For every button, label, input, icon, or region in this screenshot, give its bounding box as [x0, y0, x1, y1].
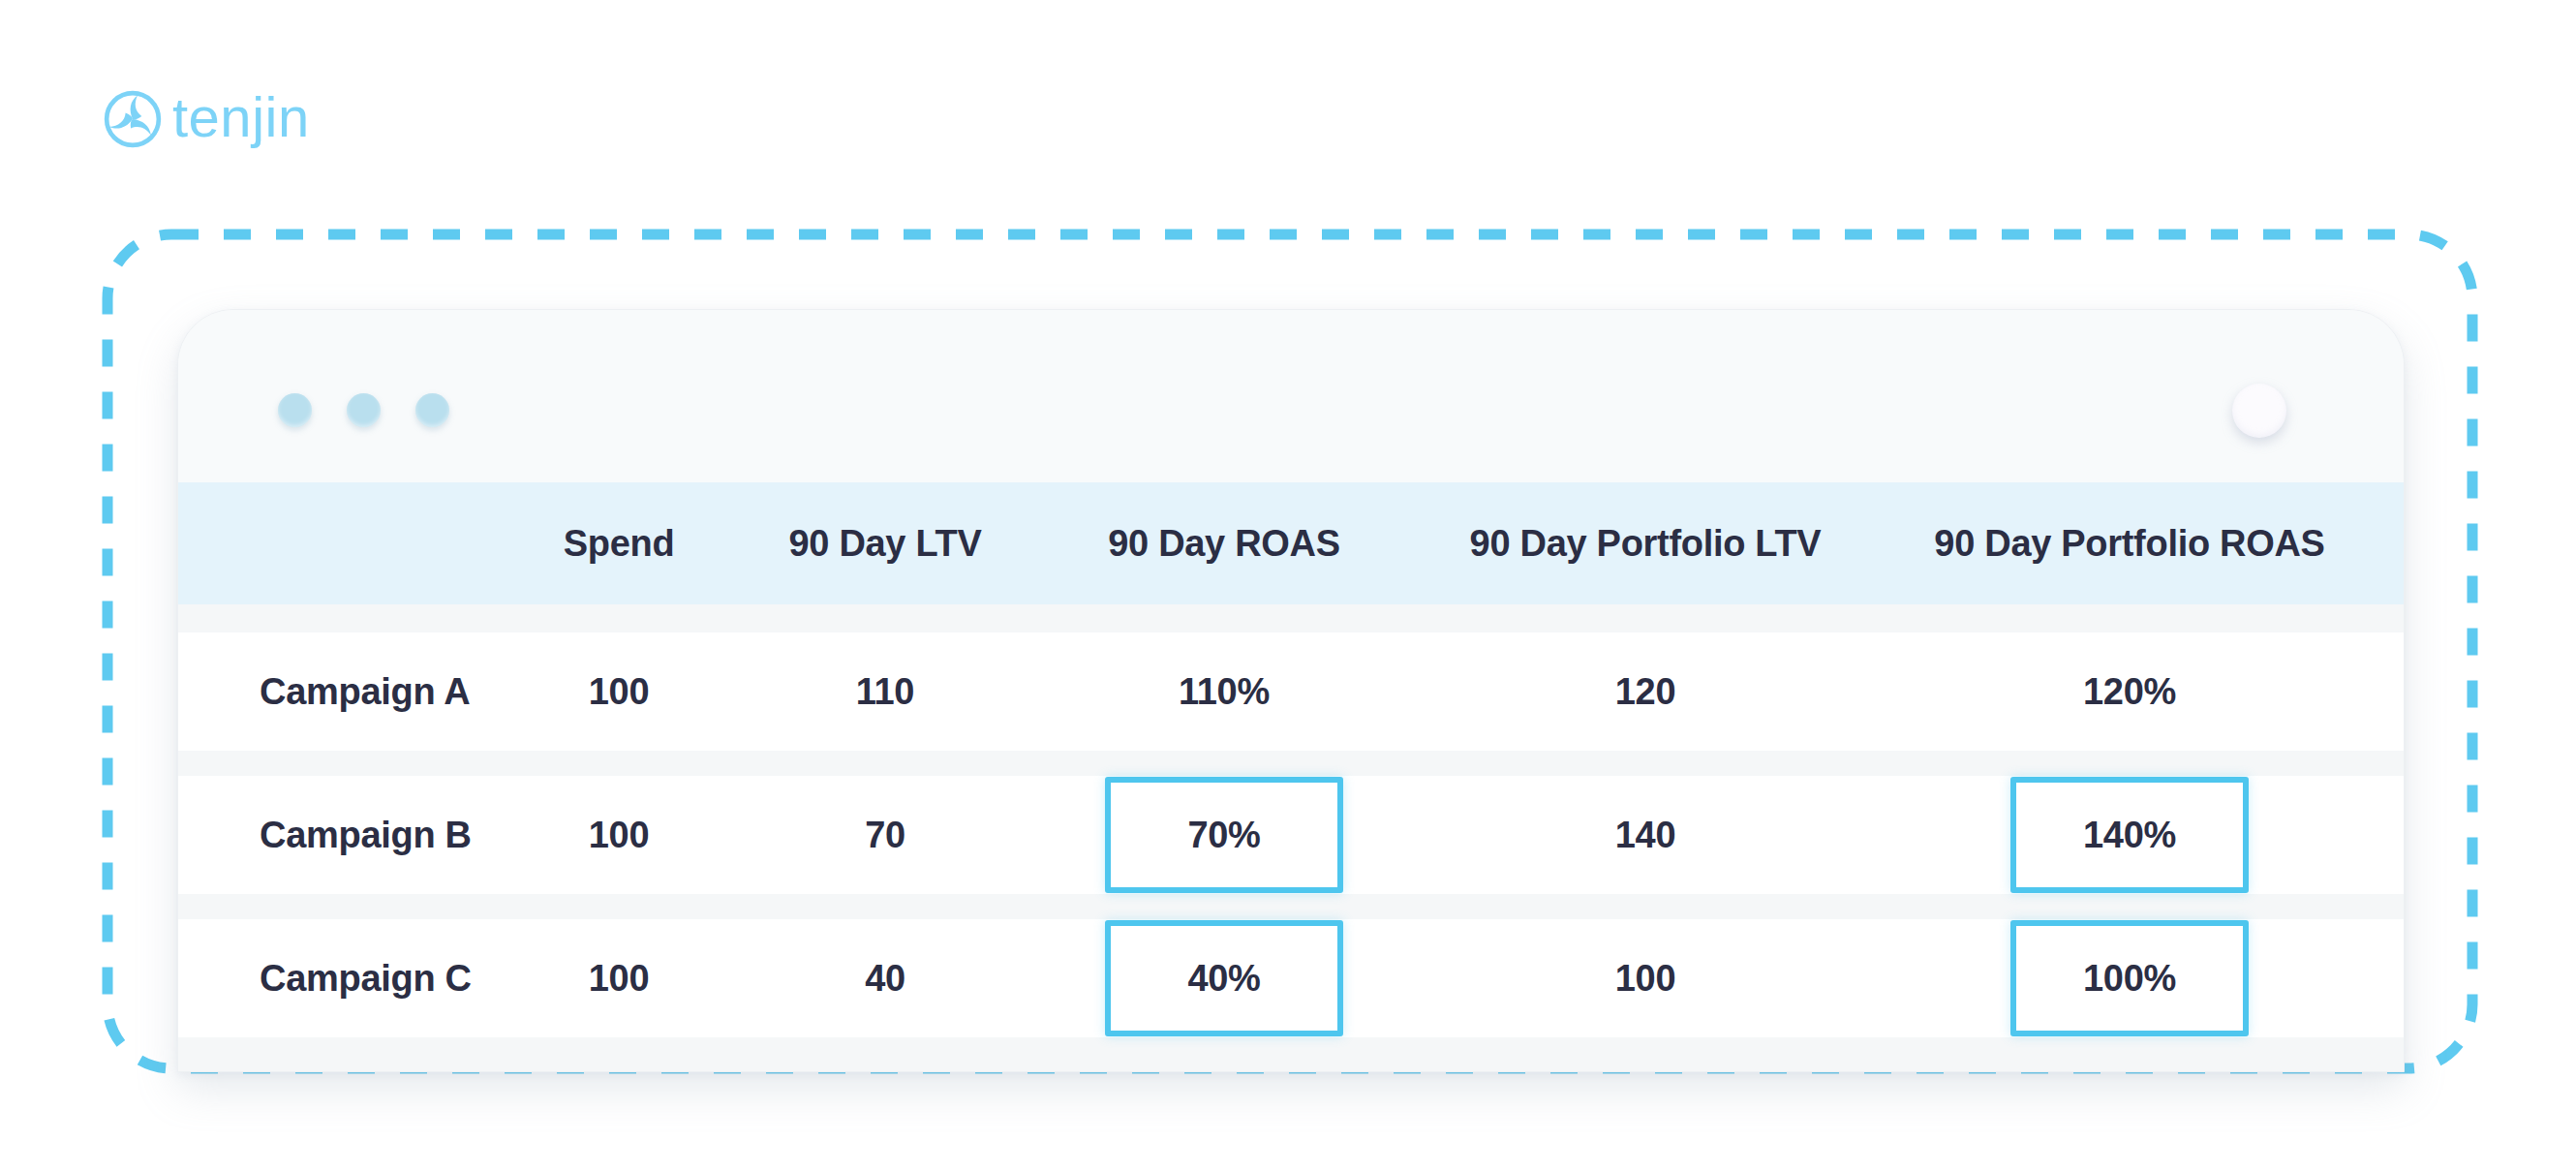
column-header-90day-portfolio-roas: 90 Day Portfolio ROAS: [1854, 482, 2405, 604]
table-row-campaign-c: Campaign C 100 40 40% 100 100%: [178, 919, 2404, 1037]
spend-cell: 100: [478, 919, 759, 1037]
table-row-campaign-a: Campaign A 100 110 110% 120 120%: [178, 632, 2404, 751]
campaign-name-cell: Campaign C: [178, 919, 478, 1037]
ltv-cell: 70: [759, 776, 1011, 894]
campaign-name-cell: Campaign A: [178, 632, 478, 751]
spend-cell: 100: [478, 776, 759, 894]
portfolio-ltv-cell: 140: [1437, 776, 1854, 894]
window-dot-icon: [278, 393, 312, 427]
table-body: Campaign A 100 110 110% 120 120% Campaig…: [178, 604, 2404, 1072]
portfolio-roas-value: 140%: [2083, 815, 2176, 856]
titlebar-circle-icon: [2232, 384, 2286, 438]
highlight-box: 140%: [2010, 777, 2249, 893]
ltv-cell: 40: [759, 919, 1011, 1037]
window-dot-icon: [415, 393, 449, 427]
browser-window: Spend 90 Day LTV 90 Day ROAS 90 Day Port…: [177, 309, 2405, 1072]
column-header-campaign: [178, 482, 478, 604]
spend-cell: 100: [478, 632, 759, 751]
column-header-90day-roas: 90 Day ROAS: [1011, 482, 1437, 604]
portfolio-roas-cell: 120%: [1854, 632, 2405, 751]
highlight-box: 40%: [1105, 920, 1343, 1036]
page-background: tenjin Spend 90 Day LTV 90 Day ROAS 90 D…: [0, 0, 2576, 1172]
portfolio-ltv-cell: 100: [1437, 919, 1854, 1037]
portfolio-roas-value: 100%: [2083, 958, 2176, 1000]
roas-cell: 40%: [1011, 919, 1437, 1037]
roas-cell: 110%: [1011, 632, 1437, 751]
table-header-row: Spend 90 Day LTV 90 Day ROAS 90 Day Port…: [178, 482, 2404, 604]
campaign-name-cell: Campaign B: [178, 776, 478, 894]
ltv-cell: 110: [759, 632, 1011, 751]
roas-cell: 70%: [1011, 776, 1437, 894]
portfolio-ltv-cell: 120: [1437, 632, 1854, 751]
window-dot-icon: [347, 393, 381, 427]
highlight-box: 70%: [1105, 777, 1343, 893]
roas-value: 70%: [1187, 815, 1260, 856]
portfolio-roas-cell: 140%: [1854, 776, 2405, 894]
portfolio-roas-cell: 100%: [1854, 919, 2405, 1037]
column-header-90day-ltv: 90 Day LTV: [759, 482, 1011, 604]
brand-name: tenjin: [172, 89, 310, 145]
roas-value: 40%: [1187, 958, 1260, 1000]
brand-logo: tenjin: [103, 89, 310, 149]
highlight-box: 100%: [2010, 920, 2249, 1036]
window-titlebar: [178, 310, 2404, 482]
column-header-spend: Spend: [478, 482, 759, 604]
table-row-campaign-b: Campaign B 100 70 70% 140 140%: [178, 776, 2404, 894]
column-header-90day-portfolio-ltv: 90 Day Portfolio LTV: [1437, 482, 1854, 604]
tenjin-triskelion-icon: [103, 89, 163, 149]
